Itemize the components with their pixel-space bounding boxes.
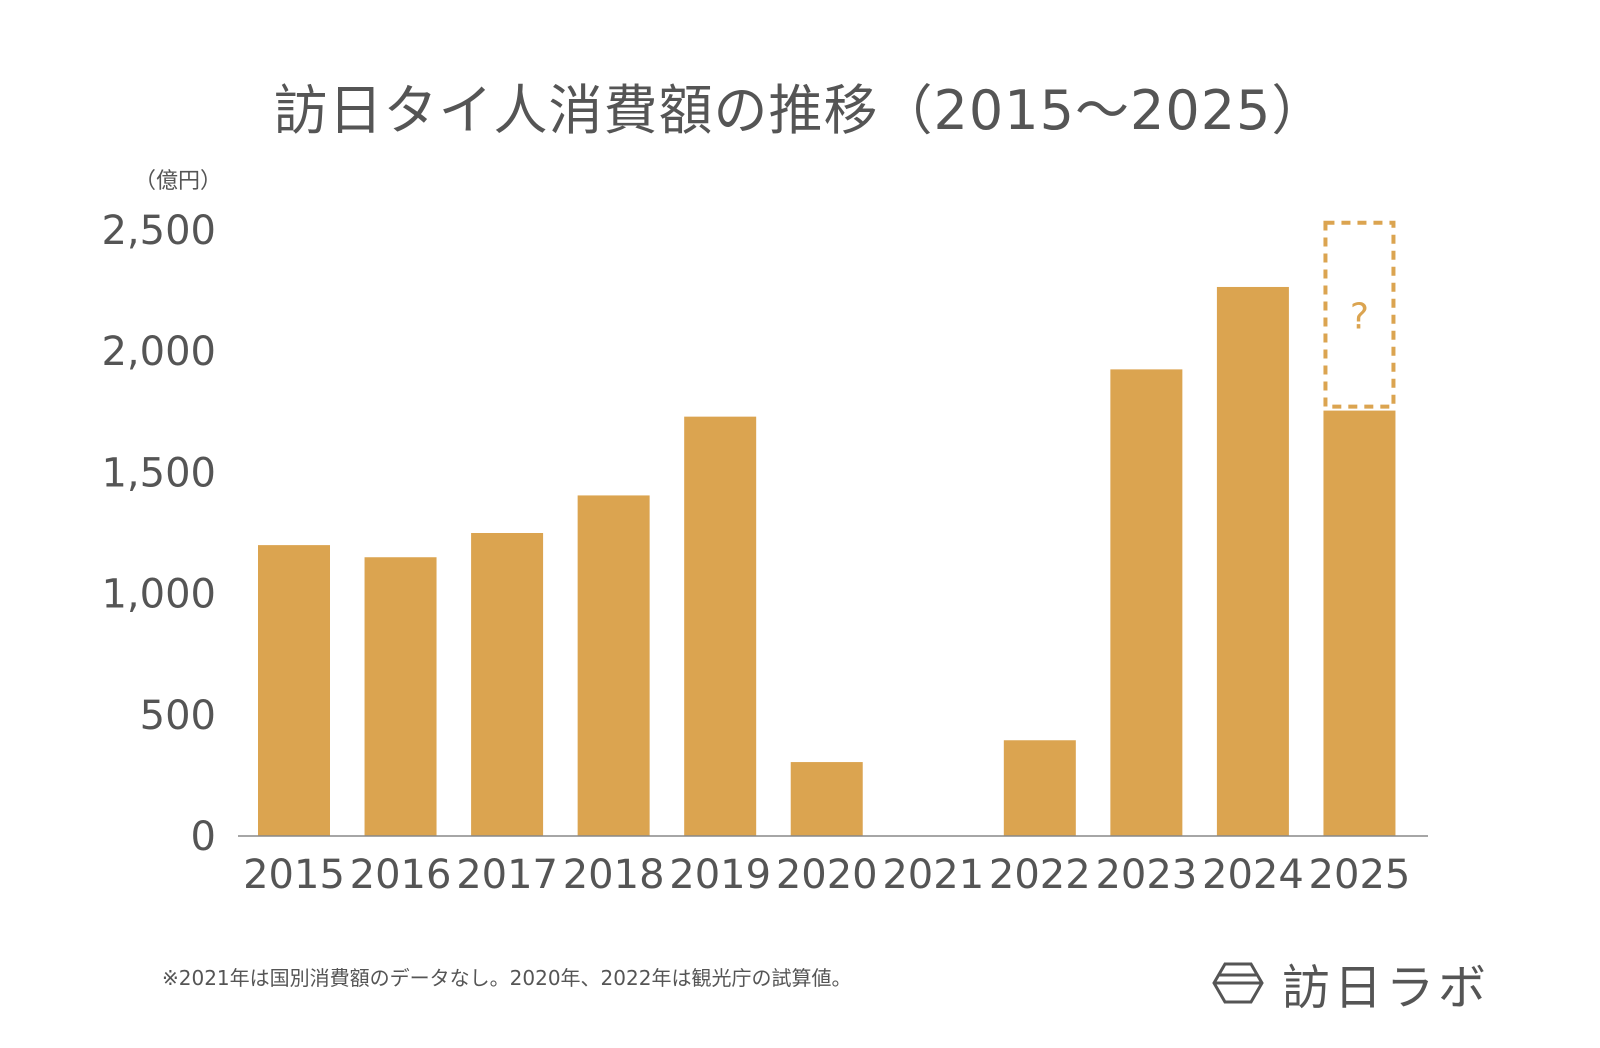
bar-2025 bbox=[1323, 410, 1396, 836]
y-tick-label: 0 bbox=[191, 814, 216, 860]
x-tick-label: 2023 bbox=[1095, 852, 1197, 898]
bar-2023 bbox=[1110, 369, 1183, 836]
x-tick-label: 2024 bbox=[1202, 852, 1304, 898]
bar-2018 bbox=[577, 495, 650, 836]
bar-2020 bbox=[790, 762, 863, 836]
y-axis: （億円） 0 500 1,000 1,500 2,000 2,500 bbox=[101, 169, 222, 860]
x-tick-label: 2015 bbox=[243, 852, 345, 898]
chart-title: 訪日タイ人消費額の推移（2015〜2025） bbox=[273, 79, 1327, 142]
y-axis-unit-label: （億円） bbox=[134, 169, 222, 194]
bar-2016 bbox=[364, 557, 437, 836]
footnote: ※2021年は国別消費額のデータなし。2020年、2022年は観光庁の試算値。 bbox=[162, 966, 852, 990]
y-tick-label: 2,500 bbox=[101, 208, 216, 254]
x-tick-label: 2020 bbox=[776, 852, 878, 898]
x-tick-label: 2021 bbox=[882, 852, 984, 898]
x-tick-label: 2025 bbox=[1309, 852, 1411, 898]
x-tick-label: 2017 bbox=[456, 852, 558, 898]
brand-logo: 訪日ラボ bbox=[1212, 948, 1490, 1018]
brand-name: 訪日ラボ bbox=[1282, 960, 1491, 1016]
y-tick-label: 1,500 bbox=[101, 450, 216, 496]
projection-label: ? bbox=[1350, 297, 1369, 338]
bar-2022 bbox=[1003, 740, 1076, 836]
x-tick-label: 2018 bbox=[563, 852, 665, 898]
x-tick-label: 2022 bbox=[989, 852, 1091, 898]
projection-box bbox=[1323, 220, 1396, 409]
hexagon-logo-icon bbox=[1212, 962, 1264, 1004]
x-axis: 2015 2016 2017 2018 2019 2020 2021 2022 2023 2024… bbox=[238, 835, 1428, 898]
bar-2015 bbox=[258, 545, 330, 836]
x-tick-label: 2019 bbox=[669, 852, 771, 898]
bars: ? bbox=[258, 220, 1396, 836]
x-tick-label: 2016 bbox=[350, 852, 452, 898]
bar-2017 bbox=[471, 533, 544, 836]
y-tick-label: 2,000 bbox=[101, 329, 216, 375]
bar-2019 bbox=[684, 416, 757, 836]
y-tick-label: 1,000 bbox=[101, 572, 216, 618]
bar-2024 bbox=[1216, 286, 1289, 836]
y-tick-label: 500 bbox=[140, 693, 216, 739]
